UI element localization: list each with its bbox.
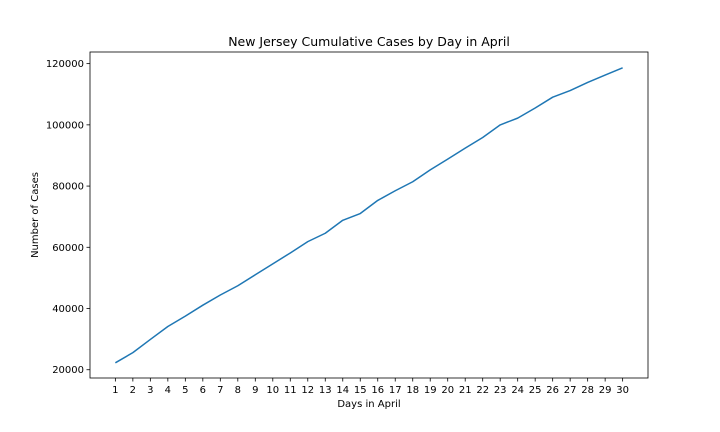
- x-tick-label: 30: [616, 385, 629, 396]
- x-axis: 1 2 3 4 5 6 7 8 9 10 11 12 13 14 15 16 17 18 19 20 21 22 23 24 2…: [112, 378, 629, 396]
- y-axis: 20000 40000 60000 80000 100000 120000: [46, 59, 90, 376]
- x-tick-label: 29: [599, 385, 612, 396]
- x-tick-label: 7: [217, 385, 223, 396]
- y-axis-label: Number of Cases: [30, 172, 41, 258]
- x-tick-label: 3: [147, 385, 153, 396]
- y-tick-label: 80000: [52, 182, 84, 193]
- x-tick-label: 12: [301, 385, 314, 396]
- x-tick-label: 4: [165, 385, 171, 396]
- x-tick-label: 18: [406, 385, 419, 396]
- x-tick-label: 9: [252, 385, 258, 396]
- x-tick-label: 27: [564, 385, 577, 396]
- x-tick-label: 20: [441, 385, 454, 396]
- x-tick-label: 28: [581, 385, 594, 396]
- x-tick-label: 10: [266, 385, 279, 396]
- plot-frame: [89, 51, 649, 379]
- x-tick-label: 21: [459, 385, 472, 396]
- y-tick-label: 120000: [46, 59, 84, 70]
- x-tick-label: 19: [424, 385, 437, 396]
- plot-area: [89, 51, 649, 379]
- y-tick-label: 60000: [52, 243, 84, 254]
- y-tick-label: 100000: [46, 120, 84, 131]
- x-tick-label: 13: [319, 385, 332, 396]
- y-tick-label: 20000: [52, 365, 84, 376]
- x-tick-label: 17: [389, 385, 402, 396]
- x-tick-label: 16: [371, 385, 384, 396]
- x-tick-label: 11: [284, 385, 297, 396]
- x-tick-label: 15: [354, 385, 367, 396]
- x-tick-label: 5: [182, 385, 188, 396]
- series-layer: [114, 67, 623, 364]
- series-line: [114, 67, 623, 364]
- x-axis-label: Days in April: [337, 399, 400, 410]
- y-tick-label: 40000: [52, 304, 84, 315]
- x-tick-label: 14: [336, 385, 349, 396]
- x-tick-label: 8: [235, 385, 241, 396]
- x-tick-label: 6: [200, 385, 206, 396]
- x-tick-label: 2: [130, 385, 136, 396]
- x-tick-label: 24: [511, 385, 524, 396]
- x-tick-label: 26: [546, 385, 559, 396]
- x-tick-label: 22: [476, 385, 489, 396]
- x-tick-label: 1: [112, 385, 118, 396]
- chart-title: New Jersey Cumulative Cases by Day in Ap…: [228, 34, 510, 49]
- x-tick-label: 25: [529, 385, 542, 396]
- x-tick-label: 23: [494, 385, 507, 396]
